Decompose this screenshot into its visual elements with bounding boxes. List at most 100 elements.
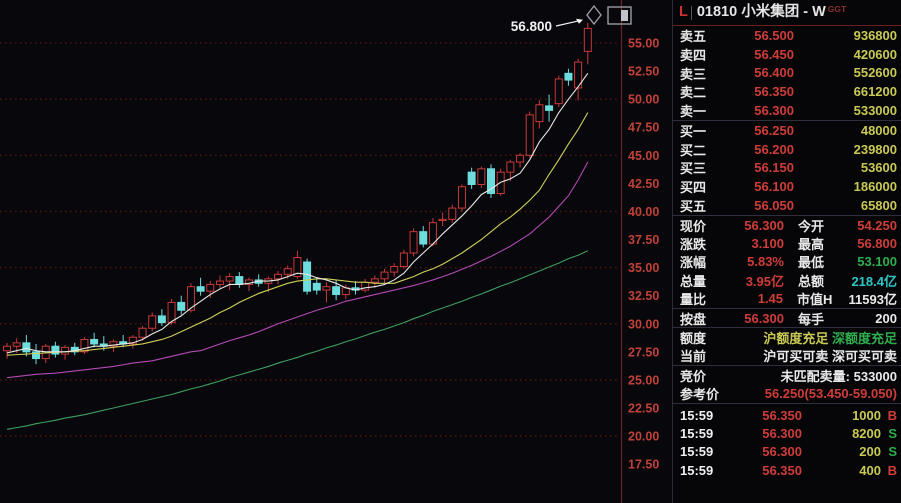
diamond-marker-icon[interactable] — [586, 4, 602, 26]
divider — [673, 119, 901, 121]
auction-row: 竞价 未匹配卖量: 533000 — [673, 366, 901, 384]
change-pct-label: 涨幅 — [680, 255, 707, 271]
tick-side: B — [887, 462, 897, 478]
ask-row-3[interactable]: 卖三 56.400 552600 — [673, 64, 901, 83]
tick-price: 56.300 — [762, 425, 802, 441]
stock-title-bar[interactable]: L 01810 小米集团 - W GGT — [673, 0, 901, 26]
market-cap-label: 市值H — [797, 292, 833, 308]
volume-ratio-label: 量比 — [680, 292, 707, 308]
ask2-price: 56.350 — [754, 84, 794, 100]
ask3-label: 卖三 — [680, 66, 707, 82]
ask-row-5[interactable]: 卖五 56.500 936800 — [673, 26, 901, 45]
lot-size-value: 200 — [875, 310, 897, 326]
y-axis-label: 40.00 — [628, 205, 659, 219]
high-price-annotation: 56.800 — [511, 19, 552, 34]
tick-time: 15:59 — [680, 425, 714, 441]
reference-price-value: 56.250(53.450-59.050) — [764, 386, 897, 402]
low-value: 53.100 — [857, 254, 897, 270]
magenta-ma — [6, 161, 589, 379]
quote-panel: L 01810 小米集团 - W GGT 卖五 56.500 936800 卖四 56… — [672, 0, 901, 503]
y-axis-label: 22.50 — [628, 401, 659, 415]
divider — [673, 327, 901, 329]
bid-row-5[interactable]: 买五 56.050 65800 — [673, 196, 901, 215]
bid-book: 买一 56.250 48000 买二 56.200 239800 买三 56.150 536… — [673, 121, 901, 215]
sz-tradable-status: 深可买可卖 — [831, 349, 897, 365]
divider — [673, 365, 901, 367]
tick-volume: 200 — [859, 444, 881, 460]
ask3-volume: 552600 — [853, 65, 897, 81]
ask4-price: 56.450 — [754, 46, 794, 62]
board-price-value: 56.300 — [744, 310, 784, 326]
tick-row: 15:59 56.300 200 S — [673, 443, 901, 461]
market-flag-L: L — [679, 4, 688, 20]
auction-label: 竞价 — [680, 368, 707, 384]
bid3-price: 56.150 — [754, 160, 794, 176]
info-row-pct-low: 涨幅 5.83% 最低 53.100 — [673, 253, 901, 271]
y-axis-label: 55.00 — [628, 37, 659, 51]
y-axis-label: 42.50 — [628, 177, 659, 191]
last-price-label: 现价 — [680, 218, 707, 234]
bid2-price: 56.200 — [754, 141, 794, 157]
bid2-volume: 239800 — [853, 141, 897, 157]
bid4-volume: 186000 — [853, 179, 897, 195]
bid3-label: 买三 — [680, 161, 707, 177]
y-axis-label: 50.00 — [628, 93, 659, 107]
bid5-label: 买五 — [680, 199, 707, 215]
tick-side: B — [887, 407, 897, 423]
ask-row-4[interactable]: 卖四 56.450 420600 — [673, 45, 901, 64]
ask-row-2[interactable]: 卖二 56.350 661200 — [673, 82, 901, 101]
tick-price: 56.300 — [762, 444, 802, 460]
bid-row-1[interactable]: 买一 56.250 48000 — [673, 121, 901, 140]
white-ma — [6, 73, 589, 354]
sh-tradable-status: 沪可买可卖 — [763, 349, 829, 365]
info-row-price-open: 现价 56.300 今开 54.250 — [673, 216, 901, 234]
tick-volume: 1000 — [852, 407, 881, 423]
time-sales-list[interactable]: 15:59 56.350 1000 B 15:59 56.300 8200 S 15:59 5… — [673, 404, 901, 503]
bid-row-3[interactable]: 买三 56.150 53600 — [673, 159, 901, 178]
yellow-ma — [6, 112, 589, 356]
bid4-price: 56.100 — [754, 179, 794, 195]
ask5-label: 卖五 — [680, 28, 707, 44]
last-price-value: 56.300 — [744, 217, 784, 233]
lot-size-label: 每手 — [798, 311, 825, 327]
tick-price: 56.350 — [762, 407, 802, 423]
reference-price-row: 参考价 56.250(53.450-59.050) — [673, 384, 901, 402]
bid3-volume: 53600 — [860, 160, 897, 176]
divider — [673, 307, 901, 309]
change-pct-value: 5.83% — [747, 254, 784, 270]
divider — [673, 214, 901, 216]
tick-volume: 400 — [859, 462, 881, 478]
open-value: 54.250 — [857, 217, 897, 233]
ask1-label: 卖一 — [680, 104, 707, 120]
panel-layout-icon[interactable] — [607, 6, 632, 25]
current-label: 当前 — [680, 349, 707, 365]
change-value: 3.100 — [751, 236, 784, 252]
ask3-price: 56.400 — [754, 65, 794, 81]
green-ma — [6, 250, 589, 430]
bid-row-2[interactable]: 买二 56.200 239800 — [673, 140, 901, 159]
high-value: 56.800 — [857, 236, 897, 252]
y-axis-label: 32.50 — [628, 289, 659, 303]
kline-canvas[interactable]: 55.00 52.50 50.00 47.50 45.00 42.50 40.00 37.50… — [0, 0, 672, 503]
bid5-price: 56.050 — [754, 198, 794, 214]
high-label: 最高 — [798, 237, 825, 253]
y-axis-label: 27.50 — [628, 345, 659, 359]
reference-price-label: 参考价 — [680, 387, 720, 403]
info-row-vol-amount: 总量 3.95亿 总额 218.4亿 — [673, 271, 901, 289]
ask2-volume: 661200 — [853, 84, 897, 100]
change-label: 涨跌 — [680, 237, 707, 253]
bid2-label: 买二 — [680, 142, 707, 158]
ask4-label: 卖四 — [680, 47, 707, 63]
y-axis-label: 20.00 — [628, 430, 659, 444]
bid4-label: 买四 — [680, 180, 707, 196]
market-cap-value: 11593亿 — [848, 292, 897, 308]
annotation-arrow — [576, 18, 583, 24]
bid-row-4[interactable]: 买四 56.100 186000 — [673, 177, 901, 196]
candlestick-chart[interactable]: 55.00 52.50 50.00 47.50 45.00 42.50 40.00 37.50… — [0, 0, 672, 503]
sz-quota-status: 深额度充足 — [831, 331, 897, 347]
ask-book: 卖五 56.500 936800 卖四 56.450 420600 卖三 56.400 55… — [673, 26, 901, 120]
tick-row: 15:59 56.350 1000 B — [673, 406, 901, 424]
tick-row: 15:59 56.350 400 B — [673, 461, 901, 479]
ask-row-1[interactable]: 卖一 56.300 533000 — [673, 101, 901, 120]
